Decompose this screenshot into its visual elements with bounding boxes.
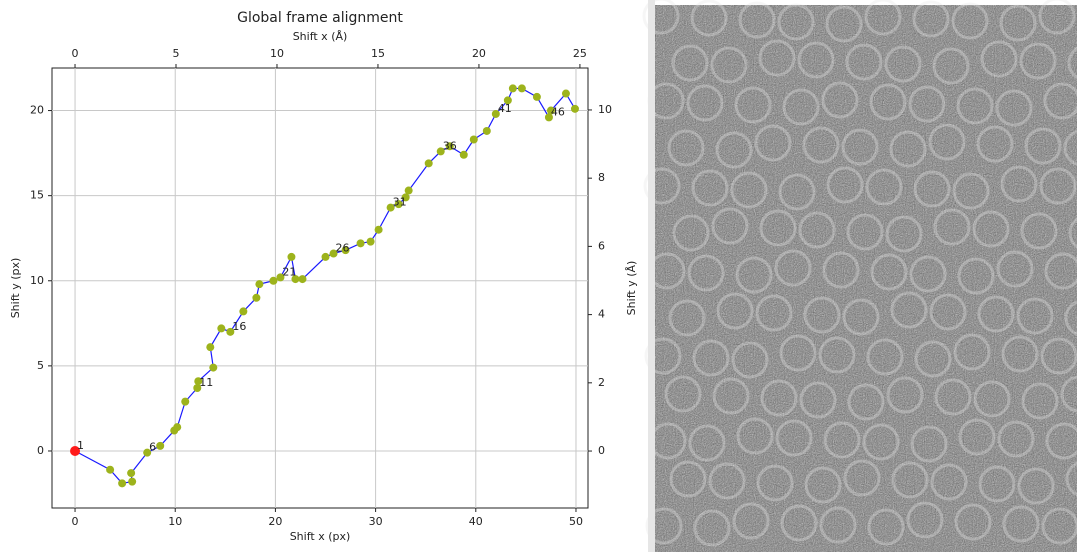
x-tick-label: 30 bbox=[369, 515, 383, 528]
x2-tick-label: 15 bbox=[371, 47, 385, 60]
y-tick-label: 5 bbox=[37, 359, 44, 372]
frame-point bbox=[470, 135, 478, 143]
x2-axis-label: Shift x (Å) bbox=[293, 30, 348, 43]
frame-point bbox=[255, 280, 263, 288]
frame-point bbox=[483, 127, 491, 135]
frame-point bbox=[106, 466, 114, 474]
y-tick-label: 20 bbox=[30, 104, 44, 117]
x2-tick-label: 20 bbox=[472, 47, 486, 60]
x2-tick-label: 0 bbox=[72, 47, 79, 60]
frame-point bbox=[127, 469, 135, 477]
frame-point bbox=[425, 159, 433, 167]
frame-point bbox=[533, 93, 541, 101]
y-tick-label: 10 bbox=[30, 274, 44, 287]
y2-tick-label: 10 bbox=[598, 103, 612, 116]
y2-tick-label: 4 bbox=[598, 308, 605, 321]
frame-label: 46 bbox=[551, 105, 565, 118]
y2-tick-label: 2 bbox=[598, 376, 605, 389]
frame-point bbox=[206, 343, 214, 351]
frame-label: 6 bbox=[149, 441, 156, 454]
frame-label: 26 bbox=[336, 242, 350, 255]
frame-point bbox=[571, 105, 579, 113]
frame-point bbox=[298, 275, 306, 283]
frame-point bbox=[128, 478, 136, 486]
frame-label: 36 bbox=[443, 139, 457, 152]
frame-point bbox=[269, 277, 277, 285]
frame-point bbox=[357, 239, 365, 247]
x-axis-label: Shift x (px) bbox=[290, 530, 351, 543]
y-axis-label: Shift y (px) bbox=[9, 258, 22, 319]
frame-label: 41 bbox=[498, 102, 512, 115]
x2-tick-label: 25 bbox=[573, 47, 587, 60]
plot-frame bbox=[52, 68, 588, 508]
frame-label: 16 bbox=[232, 320, 246, 333]
frame-point bbox=[173, 423, 181, 431]
x2-tick-label: 10 bbox=[270, 47, 284, 60]
x2-tick-label: 5 bbox=[173, 47, 180, 60]
y2-axis-label: Shift y (Å) bbox=[625, 261, 638, 316]
frame-point bbox=[375, 226, 383, 234]
y-tick-label: 0 bbox=[37, 444, 44, 457]
micrograph bbox=[655, 5, 1077, 552]
frame-point bbox=[181, 398, 189, 406]
x-tick-label: 50 bbox=[569, 515, 583, 528]
y2-tick-label: 0 bbox=[598, 444, 605, 457]
frame-point bbox=[287, 253, 295, 261]
frame-point bbox=[518, 84, 526, 92]
y2-tick-label: 8 bbox=[598, 171, 605, 184]
frame-point bbox=[460, 151, 468, 159]
frame-point bbox=[562, 90, 570, 98]
frame-point bbox=[509, 84, 517, 92]
frame-point bbox=[239, 307, 247, 315]
frame-label: 21 bbox=[282, 265, 296, 278]
frame-point bbox=[156, 442, 164, 450]
x-tick-label: 0 bbox=[72, 515, 79, 528]
frame-point bbox=[209, 364, 217, 372]
y-tick-label: 15 bbox=[30, 189, 44, 202]
frame-point bbox=[217, 324, 225, 332]
shift-line bbox=[75, 88, 575, 483]
frame-point bbox=[405, 187, 413, 195]
y2-tick-label: 6 bbox=[598, 239, 605, 252]
frame-point bbox=[322, 253, 330, 261]
frame-label: 31 bbox=[393, 196, 407, 209]
frame-label: 11 bbox=[199, 376, 213, 389]
frame-point bbox=[252, 294, 260, 302]
frame-point bbox=[367, 238, 375, 246]
frame-label: 1 bbox=[77, 439, 84, 452]
page: Global frame alignment Shift x (Å) Shift… bbox=[0, 0, 1077, 552]
x-tick-label: 10 bbox=[168, 515, 182, 528]
x-tick-label: 20 bbox=[268, 515, 282, 528]
chart-title: Global frame alignment bbox=[237, 10, 403, 26]
frame-point bbox=[118, 479, 126, 487]
x-tick-label: 40 bbox=[469, 515, 483, 528]
